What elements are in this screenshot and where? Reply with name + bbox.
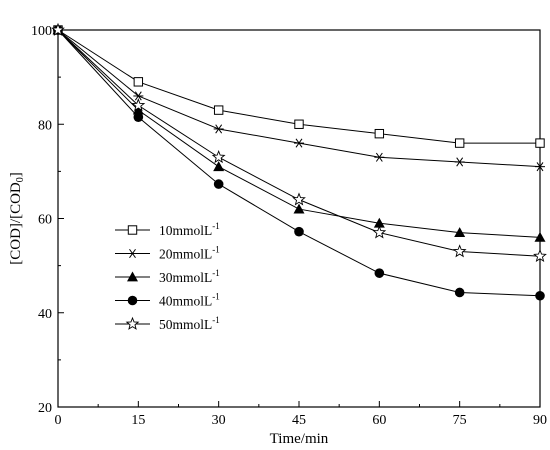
data-point [213, 179, 224, 189]
data-point [292, 192, 306, 206]
y-axis-title-close: ] [8, 172, 24, 177]
data-point [374, 152, 385, 162]
data-point [454, 157, 465, 167]
data-point [533, 248, 547, 263]
data-point [374, 128, 385, 139]
x-tick-label: 45 [292, 413, 306, 428]
legend-label: 30mmolL-1 [159, 268, 220, 285]
x-axis-title: Time/min [270, 431, 329, 447]
x-tick-label: 30 [212, 413, 226, 428]
legend-marker [127, 271, 138, 282]
x-tick-label: 60 [372, 413, 386, 428]
x-axis-ticks: 0 15 30 45 60 75 90 [55, 401, 547, 428]
data-point [534, 231, 546, 242]
data-point [454, 138, 465, 148]
legend: 10mmolL-120mmolL-130mmolL-140mmolL-150mm… [115, 221, 220, 332]
data-point [454, 227, 466, 238]
x-tick-label: 90 [533, 413, 547, 428]
y-tick-label: 20 [38, 401, 52, 416]
x-tick-label: 0 [55, 413, 62, 428]
data-point [452, 244, 467, 258]
series-5 [51, 22, 547, 263]
data-point [294, 119, 304, 129]
y-axis-title: [COD]/[COD0] [8, 172, 26, 265]
legend-item: 10mmolL-1 [115, 221, 220, 238]
legend-label-superscript: -1 [212, 315, 220, 325]
data-point [213, 105, 224, 115]
x-tick-label: 75 [453, 413, 467, 428]
plot-frame [57, 29, 541, 408]
y-tick-label: 60 [38, 213, 52, 228]
data-point [374, 268, 385, 278]
data-point [131, 98, 146, 112]
series-3 [52, 24, 546, 242]
data-point [294, 226, 304, 237]
series-4 [53, 25, 545, 301]
legend-marker [125, 316, 140, 330]
legend-item: 20mmolL-1 [115, 245, 220, 262]
legend-label-text: 50mmolL [159, 317, 212, 332]
legend-label: 20mmolL-1 [159, 245, 220, 262]
data-point [213, 161, 225, 172]
legend-item: 40mmolL-1 [115, 292, 220, 309]
data-point [132, 104, 144, 115]
legend-label: 10mmolL-1 [159, 221, 220, 238]
y-axis-ticks: 20 40 60 80 100 [31, 24, 64, 416]
legend-label-text: 10mmolL [159, 223, 212, 238]
data-point [133, 112, 144, 122]
legend-label-superscript: -1 [212, 268, 220, 278]
legend-item: 50mmolL-1 [115, 315, 220, 332]
legend-marker [127, 248, 138, 259]
data-point [373, 217, 385, 228]
data-point [535, 162, 545, 172]
data-point [454, 287, 465, 298]
legend-label-superscript: -1 [212, 221, 220, 231]
legend-label-text: 40mmolL [159, 294, 212, 309]
y-axis-title-main: [COD]/[COD [8, 182, 24, 265]
y-tick-label: 100 [31, 24, 52, 39]
y-tick-label: 80 [38, 118, 52, 133]
data-point [294, 138, 304, 148]
data-point [133, 91, 144, 101]
plot-border [57, 29, 541, 408]
data-point [535, 138, 545, 148]
legend-item: 30mmolL-1 [115, 268, 220, 285]
legend-marker [127, 225, 138, 235]
legend-label-text: 20mmolL [159, 247, 212, 262]
legend-label-superscript: -1 [212, 292, 220, 302]
data-point [293, 203, 305, 214]
x-tick-label: 15 [131, 413, 145, 428]
legend-label: 50mmolL-1 [159, 315, 220, 332]
data-point [211, 150, 226, 164]
data-point [133, 77, 144, 87]
legend-marker [127, 295, 138, 306]
data-point [213, 124, 224, 134]
data-point [51, 22, 65, 36]
legend-label-text: 30mmolL [159, 270, 212, 285]
y-tick-label: 40 [38, 307, 52, 322]
y-axis-title-subscript: 0 [15, 177, 26, 182]
series-layer [51, 22, 547, 301]
data-point [535, 290, 545, 301]
legend-label-superscript: -1 [212, 245, 220, 255]
data-point [372, 225, 387, 239]
legend-label: 40mmolL-1 [159, 292, 220, 309]
